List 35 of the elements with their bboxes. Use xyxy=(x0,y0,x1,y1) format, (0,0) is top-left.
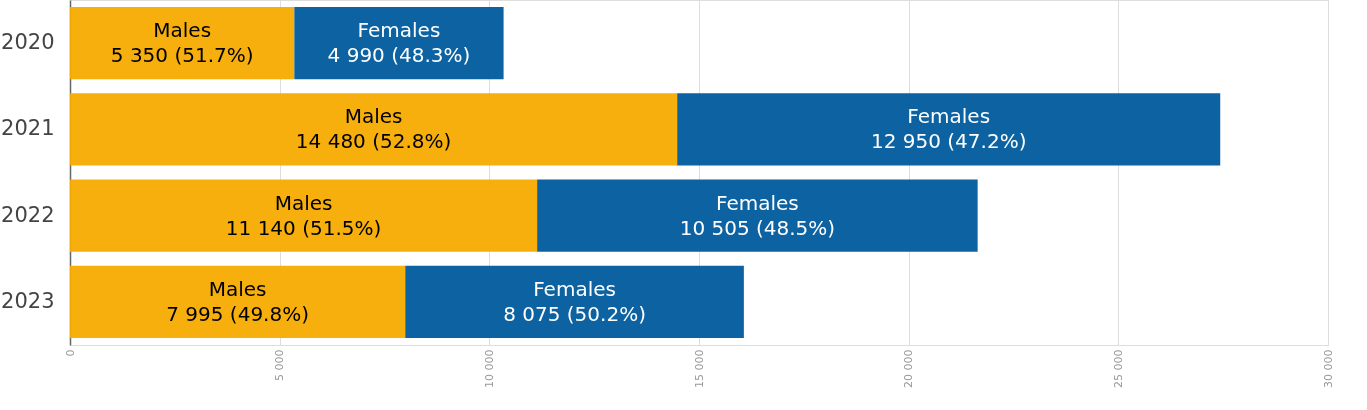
text: Females xyxy=(533,276,616,301)
text: Males xyxy=(153,18,212,43)
x-tick-label: 10 000 xyxy=(482,349,496,388)
data-label: 5 350 (51.7%) xyxy=(110,43,254,68)
bar xyxy=(294,6,504,80)
bar xyxy=(677,93,1221,166)
y-tick-label: 2022 xyxy=(1,202,55,227)
bar xyxy=(70,6,295,80)
bar xyxy=(70,179,538,252)
bar xyxy=(405,265,744,339)
text: Males xyxy=(274,190,333,215)
data-label: 7 995 (49.8%) xyxy=(166,301,310,326)
y-tick-label: 2021 xyxy=(1,116,55,141)
x-tick-label: 20 000 xyxy=(902,349,916,388)
data-label: 12 950 (47.2%) xyxy=(870,129,1027,154)
series-label: Males xyxy=(344,104,403,129)
data-label: 11 140 (51.5%) xyxy=(225,215,382,240)
data-label: 8 075 (50.2%) xyxy=(503,301,646,326)
bar xyxy=(537,179,978,252)
data-label: 4 990 (48.3%) xyxy=(327,43,471,68)
x-tick-label: 25 000 xyxy=(1111,349,1125,388)
series-label: Females xyxy=(907,104,991,129)
text: Females xyxy=(357,18,441,43)
x-tick-label: 5 000 xyxy=(273,349,287,381)
y-tick-label: 2023 xyxy=(1,288,55,313)
x-tick-label: 30 000 xyxy=(1321,349,1335,388)
data-label: 10 505 (48.5%) xyxy=(679,215,836,240)
data-label: 14 480 (52.8%) xyxy=(295,129,452,154)
bar xyxy=(70,265,406,339)
text: Females xyxy=(716,190,799,215)
x-tick-label: 0 xyxy=(63,349,77,357)
text: Males xyxy=(208,276,267,301)
y-tick-label: 2020 xyxy=(1,30,55,55)
bar xyxy=(70,93,678,166)
x-tick-label: 15 000 xyxy=(692,349,706,388)
